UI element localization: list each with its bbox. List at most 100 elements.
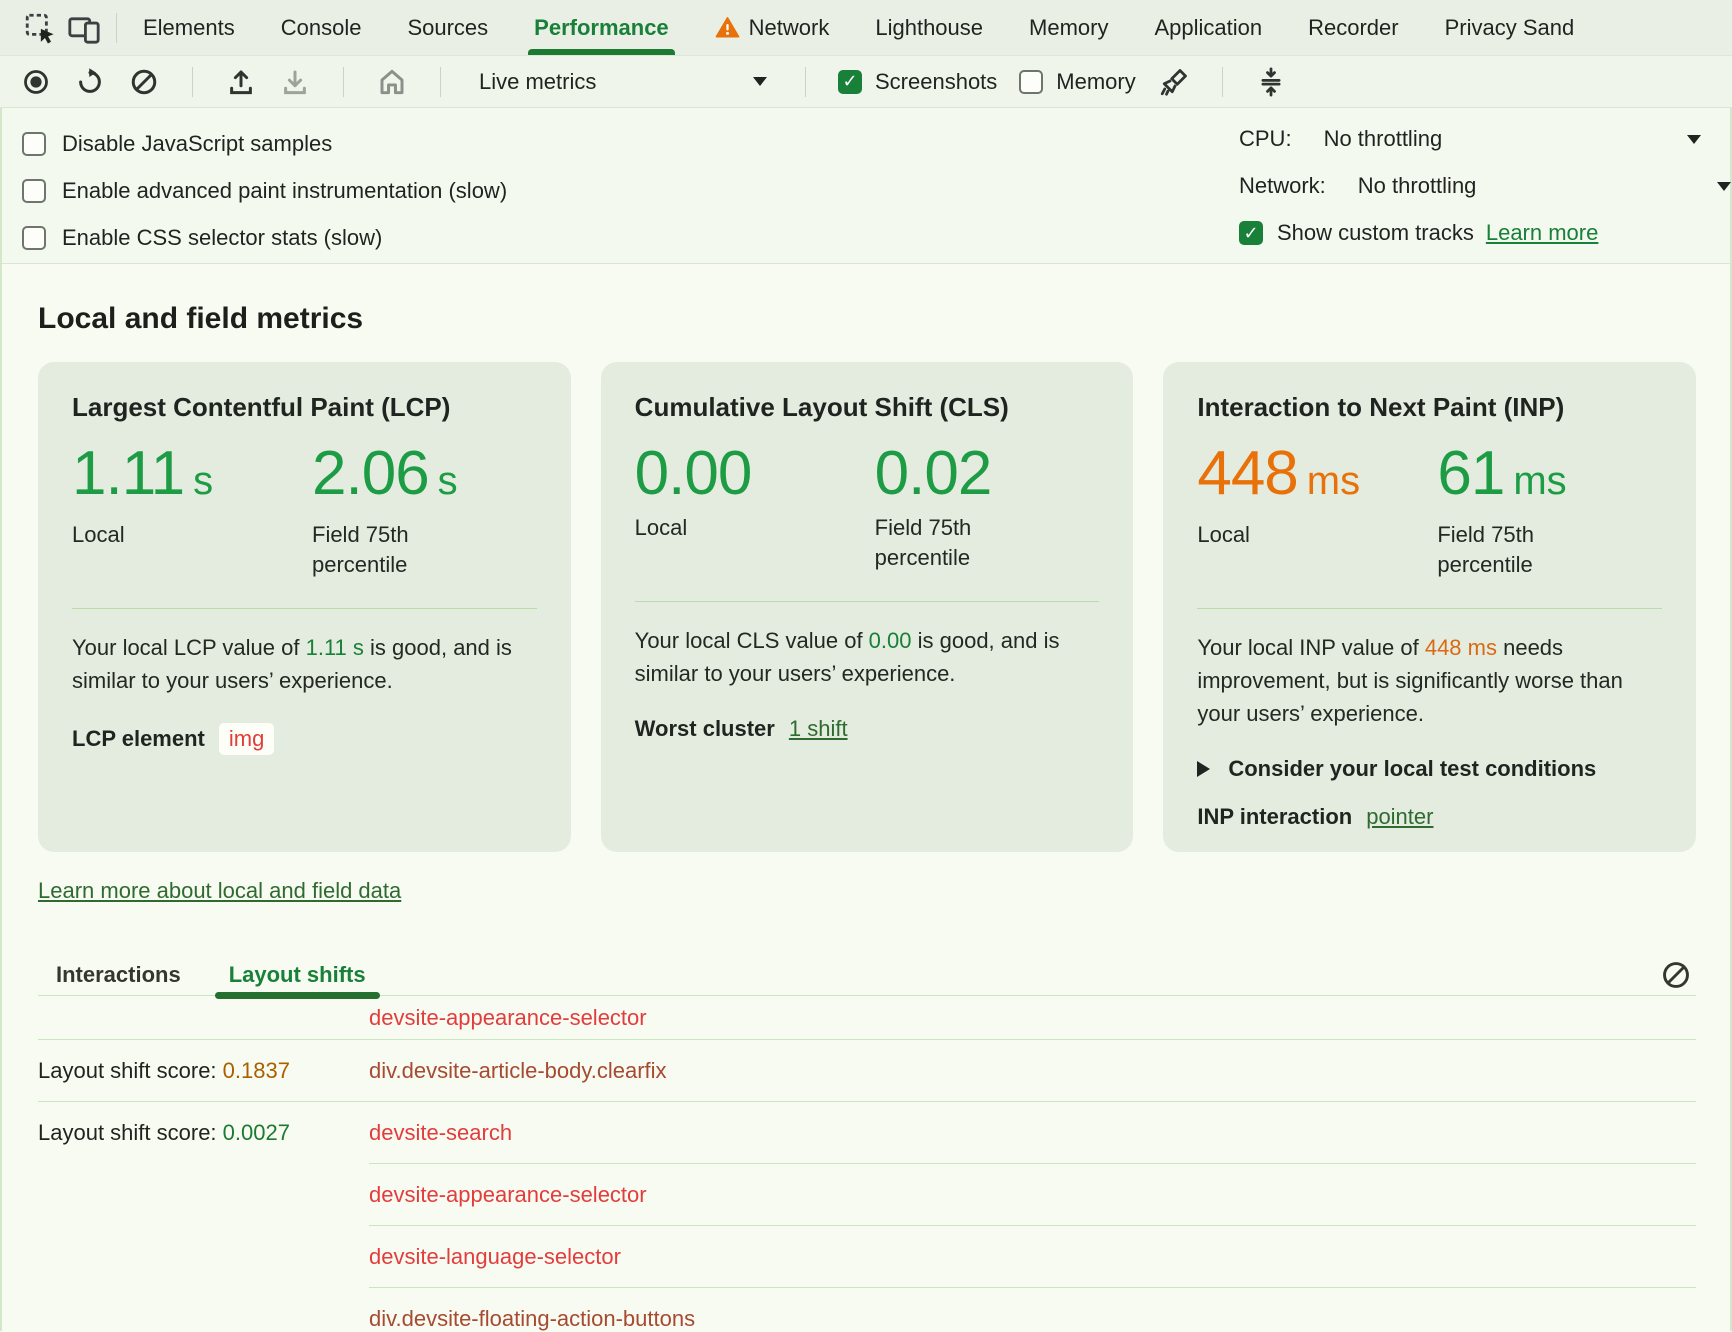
consider-conditions-expander[interactable]: Consider your local test conditions xyxy=(1197,756,1662,782)
tab-elements[interactable]: Elements xyxy=(143,0,235,55)
network-throttle-select[interactable]: Network: No throttling xyxy=(1239,173,1732,199)
custom-tracks-checkbox[interactable]: ✓ xyxy=(1239,221,1263,245)
lcp-field-unit: s xyxy=(437,459,458,503)
cls-field-value: 0.02 xyxy=(874,439,993,508)
cpu-label: CPU: xyxy=(1239,126,1292,151)
consider-conditions-label: Consider your local test conditions xyxy=(1228,756,1597,781)
tab-network[interactable]: Network xyxy=(715,0,829,55)
inspect-element-icon[interactable] xyxy=(18,6,62,50)
network-label: Network: xyxy=(1239,173,1326,198)
performance-toolbar: Live metrics ✓ Screenshots Memory xyxy=(0,56,1732,108)
css-selector-stats-checkbox[interactable] xyxy=(22,225,46,250)
layout-shift-row[interactable]: Layout shift score: 0.1837 div.devsite-ar… xyxy=(38,1040,1696,1102)
toolbar-separator xyxy=(805,66,806,97)
lcp-local-value: 1.11 xyxy=(72,439,185,508)
custom-tracks-toggle[interactable]: ✓ Show custom tracks Learn more xyxy=(1239,220,1598,246)
cpu-throttle-select[interactable]: CPU: No throttling xyxy=(1239,126,1709,152)
tab-application[interactable]: Application xyxy=(1154,0,1262,55)
inp-field-block: 61 ms Field 75th percentile xyxy=(1437,441,1662,580)
layout-shift-row[interactable]: Layout shift score: 0.0027 devsite-search xyxy=(38,1102,1696,1164)
tab-label: Interactions xyxy=(56,961,181,987)
cpu-value: No throttling xyxy=(1323,126,1443,151)
layout-shift-score: Layout shift score: 0.0027 xyxy=(38,1120,290,1145)
disable-js-samples-checkbox[interactable] xyxy=(22,131,46,156)
live-metrics-view: Local and field metrics Largest Contentf… xyxy=(2,264,1730,1331)
node-link[interactable]: div.devsite-article-body.clearfix xyxy=(369,1058,667,1083)
setting-css-selector-stats[interactable]: Enable CSS selector stats (slow) xyxy=(2,214,1730,261)
download-profile-icon[interactable] xyxy=(279,66,311,98)
tab-label: Application xyxy=(1154,14,1263,40)
inp-description: Your local INP value of 448 ms needs imp… xyxy=(1197,635,1623,726)
lcp-element-label: LCP element xyxy=(72,726,205,751)
layout-shift-row[interactable]: devsite-appearance-selector xyxy=(38,1164,1696,1226)
memory-label: Memory xyxy=(1056,68,1136,94)
setting-disable-js-samples[interactable]: Disable JavaScript samples xyxy=(2,120,1730,167)
field-label: Field 75th percentile xyxy=(312,522,409,577)
layout-shift-score: Layout shift score: 0.1837 xyxy=(38,1058,290,1083)
lcp-card-title: Largest Contentful Paint (LCP) xyxy=(72,392,451,422)
tab-memory[interactable]: Memory xyxy=(1029,0,1108,55)
tab-label: Console xyxy=(280,14,362,40)
lcp-field-block: 2.06 s Field 75th percentile xyxy=(312,441,537,580)
tab-label: Performance xyxy=(534,14,669,40)
logs-tabbar: Interactions Layout shifts xyxy=(38,954,1696,999)
node-link[interactable]: devsite-appearance-selector xyxy=(369,1182,647,1207)
layout-shift-row[interactable]: div.devsite-floating-action-buttons xyxy=(38,1288,1696,1331)
record-icon[interactable] xyxy=(20,66,52,98)
cls-card: Cumulative Layout Shift (CLS) 0.00 Local… xyxy=(600,362,1134,852)
custom-tracks-learn-more-link[interactable]: Learn more xyxy=(1485,220,1599,245)
row-divider xyxy=(38,1039,1696,1040)
home-icon[interactable] xyxy=(376,66,408,98)
advanced-paint-checkbox[interactable] xyxy=(22,178,46,203)
panel-tabs: Elements Console Sources Performance Net… xyxy=(143,0,1574,55)
tab-label: Memory xyxy=(1029,14,1109,40)
tab-console[interactable]: Console xyxy=(281,0,362,55)
lcp-desc-value: 1.11 s xyxy=(305,635,364,660)
inp-interaction-link[interactable]: pointer xyxy=(1366,804,1434,829)
worst-cluster-row: Worst cluster 1 shift xyxy=(635,716,1100,742)
lcp-description: Your local LCP value of 1.11 s is good, … xyxy=(72,635,512,693)
panel-mode-select[interactable]: Live metrics xyxy=(473,69,773,95)
lcp-field-value: 2.06 xyxy=(312,439,430,508)
tab-lighthouse[interactable]: Lighthouse xyxy=(875,0,983,55)
tab-layout-shifts[interactable]: Layout shifts xyxy=(214,954,380,999)
custom-tracks-label: Show custom tracks xyxy=(1277,220,1474,245)
inp-interaction-label: INP interaction xyxy=(1197,804,1353,829)
layout-shift-row[interactable]: devsite-appearance-selector xyxy=(38,996,1696,1040)
setting-label: Disable JavaScript samples xyxy=(62,130,333,156)
inp-interaction-row: INP interaction pointer xyxy=(1197,804,1662,830)
worst-cluster-link[interactable]: 1 shift xyxy=(788,716,848,741)
tab-sources[interactable]: Sources xyxy=(407,0,488,55)
capture-settings: Disable JavaScript samples Enable advanc… xyxy=(2,108,1732,264)
clear-log-icon[interactable] xyxy=(1660,959,1692,991)
collapse-icon[interactable] xyxy=(1255,66,1287,98)
node-link[interactable]: devsite-search xyxy=(369,1120,513,1145)
clear-icon[interactable] xyxy=(128,66,160,98)
tab-recorder[interactable]: Recorder xyxy=(1308,0,1398,55)
node-link[interactable]: div.devsite-floating-action-buttons xyxy=(369,1306,696,1331)
layout-shift-row[interactable]: devsite-language-selector xyxy=(38,1226,1696,1288)
device-toolbar-icon[interactable] xyxy=(62,6,106,50)
lcp-element-row: LCP element img xyxy=(72,723,537,755)
reload-record-icon[interactable] xyxy=(74,66,106,98)
memory-checkbox[interactable] xyxy=(1019,69,1044,94)
node-link[interactable]: devsite-language-selector xyxy=(369,1244,621,1269)
toolbar-separator xyxy=(440,66,441,97)
lcp-element-node-link[interactable]: img xyxy=(218,723,275,755)
memory-toggle[interactable]: Memory xyxy=(1019,68,1136,95)
tab-interactions[interactable]: Interactions xyxy=(52,954,185,995)
tab-privacy-sandbox[interactable]: Privacy Sand xyxy=(1445,0,1575,55)
gc-brush-icon[interactable] xyxy=(1158,66,1190,98)
learn-more-local-field-link[interactable]: Learn more about local and field data xyxy=(38,878,402,903)
setting-label: Enable advanced paint instrumentation (s… xyxy=(62,177,508,203)
upload-profile-icon[interactable] xyxy=(225,66,257,98)
node-link[interactable]: devsite-appearance-selector xyxy=(369,1005,647,1030)
field-label: Field 75th percentile xyxy=(1437,522,1534,577)
screenshots-checkbox[interactable]: ✓ xyxy=(838,69,862,94)
cls-field-block: 0.02 Field 75th percentile xyxy=(875,441,1100,573)
screenshots-label: Screenshots xyxy=(875,68,998,94)
setting-advanced-paint[interactable]: Enable advanced paint instrumentation (s… xyxy=(2,167,1730,214)
screenshots-toggle[interactable]: ✓ Screenshots xyxy=(838,69,997,95)
tab-performance[interactable]: Performance xyxy=(528,0,675,55)
row-divider xyxy=(369,1287,1696,1288)
